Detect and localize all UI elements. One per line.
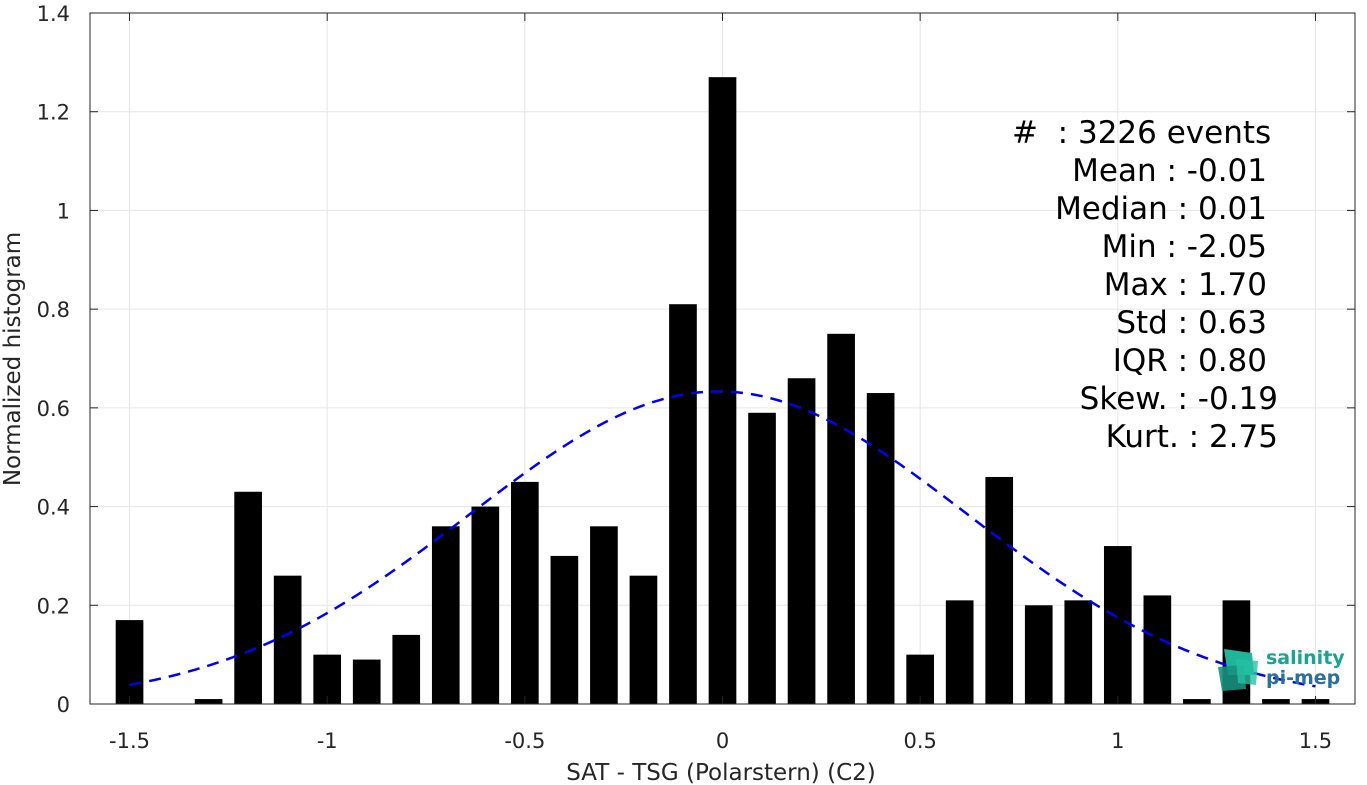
histogram-bar [748, 412, 776, 704]
stat-mean: Mean : -0.01 [1072, 153, 1267, 189]
stat-median: Median : 0.01 [1055, 191, 1267, 227]
stat-events: # : 3226 events [1012, 115, 1272, 151]
x-tick-label: -0.5 [504, 729, 545, 753]
logo-icon [1218, 649, 1258, 691]
y-tick-label: 1.2 [37, 101, 70, 125]
x-tick-label: 1.5 [1299, 729, 1332, 753]
x-tick-label: -1.5 [109, 729, 150, 753]
histogram-bar [827, 333, 855, 704]
histogram-bar [629, 575, 658, 704]
histogram-bar [1143, 595, 1172, 704]
histogram-bar [1064, 600, 1093, 704]
y-tick-label: 0 [57, 693, 70, 717]
histogram-bar [787, 378, 816, 704]
y-axis-label: Normalized histogram [0, 232, 26, 486]
normal-fit-curve [129, 390, 1316, 688]
salinity-pimep-logo: salinity pi-mep [1214, 645, 1354, 695]
histogram-bar [669, 304, 697, 704]
histogram-bar [1262, 699, 1290, 704]
histogram-bar [1183, 699, 1211, 704]
x-tick-label: -1 [317, 729, 338, 753]
y-tick-label: 0.8 [37, 298, 70, 322]
y-tick-label: 1 [57, 199, 70, 223]
logo-text-pimep: pi-mep [1266, 667, 1341, 689]
histogram-bar [550, 555, 579, 704]
x-axis-label: SAT - TSG (Polarstern) (C2) [566, 760, 875, 785]
y-tick-label: 0.6 [37, 397, 70, 421]
stats-panel: # : 3226 events Mean : -0.01 Median : 0.… [1000, 114, 1300, 494]
histogram-bar [1103, 546, 1132, 704]
histogram-bar [115, 620, 144, 704]
histogram-bar [194, 699, 223, 704]
histogram-bar [945, 600, 974, 704]
bars [115, 77, 1330, 704]
stat-std: Std : 0.63 [1116, 305, 1267, 341]
histogram-bar [313, 654, 342, 704]
ticks [90, 12, 1355, 705]
histogram-bar [471, 506, 500, 704]
stat-max: Max : 1.70 [1103, 267, 1267, 303]
histogram-bar [866, 393, 895, 704]
histogram-bar [392, 634, 421, 704]
x-tick-label: 0 [716, 729, 729, 753]
stat-min: Min : -2.05 [1101, 229, 1267, 265]
y-tick-labels: 0 0.2 0.4 0.6 0.8 1 1.2 1.4 [37, 2, 70, 717]
stat-iqr: IQR : 0.80 [1112, 343, 1267, 379]
x-tick-label: 1 [1111, 729, 1124, 753]
histogram-bar [431, 526, 460, 704]
x-tick-labels: -1.5 -1 -0.5 0 0.5 1 1.5 [109, 729, 1332, 753]
stat-kurt: Kurt. : 2.75 [1105, 419, 1278, 455]
histogram-bar [590, 526, 618, 704]
histogram-bar [985, 476, 1014, 704]
histogram-bar [906, 654, 934, 704]
histogram-bar [273, 575, 302, 704]
histogram-bar [234, 491, 262, 704]
histogram-bar [352, 659, 381, 704]
y-tick-label: 0.2 [37, 594, 70, 618]
histogram-bar [511, 481, 539, 704]
y-tick-label: 1.4 [37, 2, 70, 26]
y-tick-label: 0.4 [37, 496, 70, 520]
logo-text-salinity: salinity [1266, 647, 1345, 669]
stat-skew: Skew. : -0.19 [1079, 381, 1278, 417]
x-tick-label: 0.5 [903, 729, 936, 753]
histogram-bar [1024, 605, 1053, 704]
